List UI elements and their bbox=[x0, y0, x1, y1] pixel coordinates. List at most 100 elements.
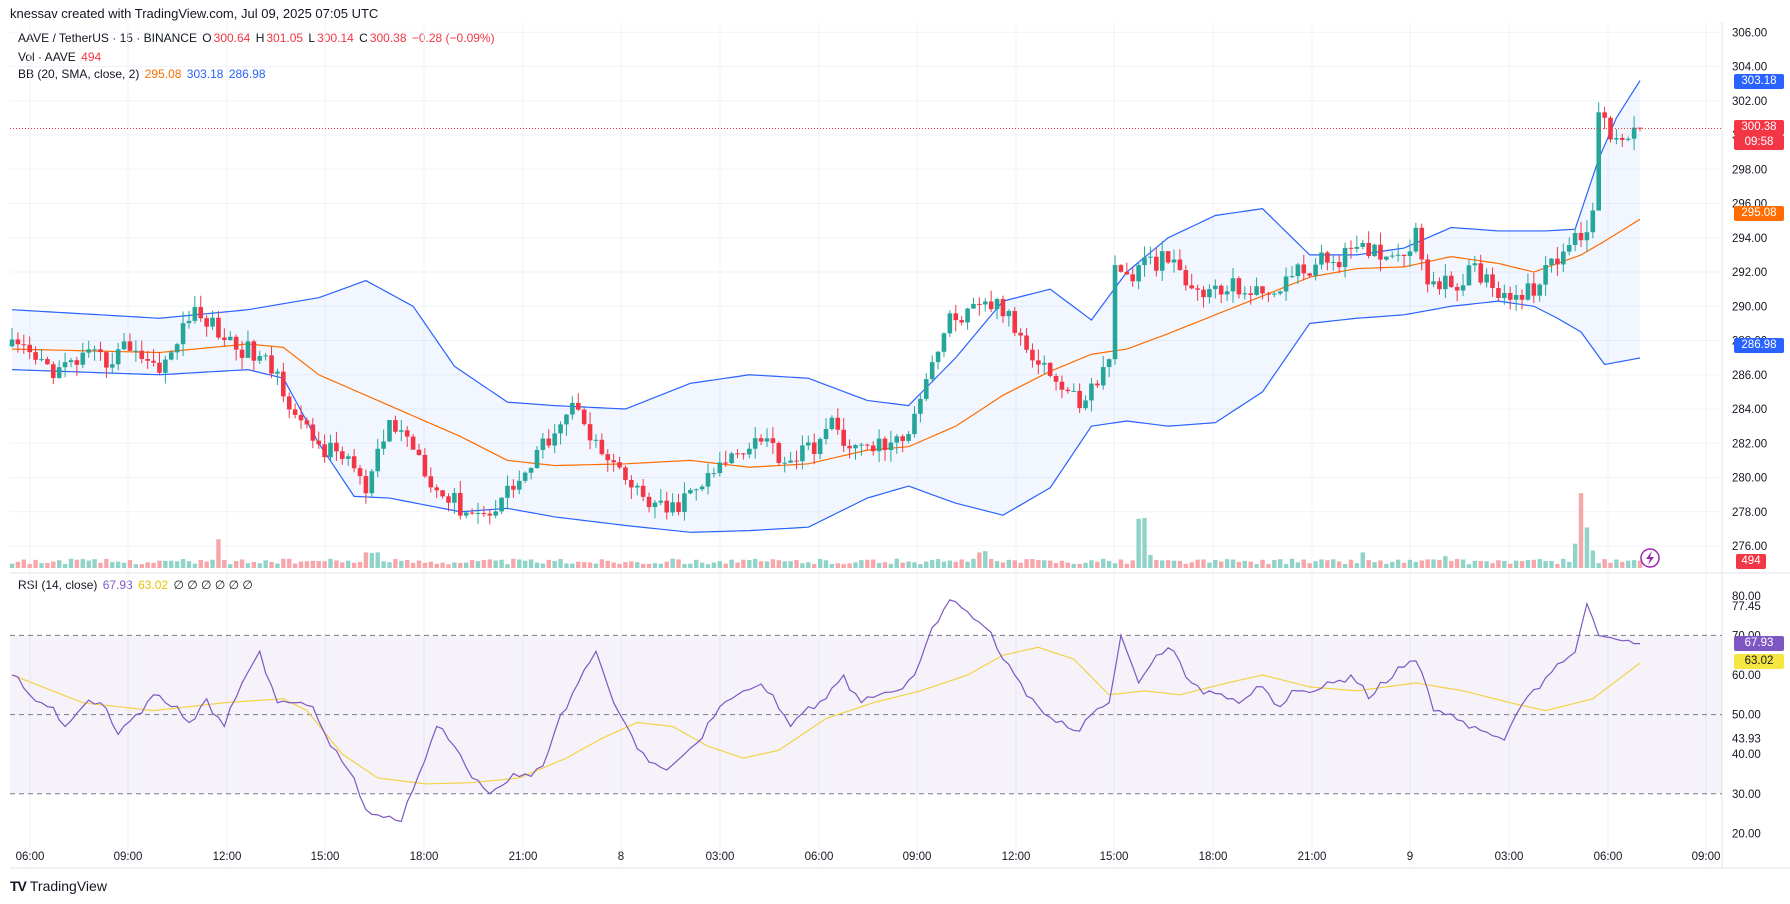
candle-body bbox=[157, 362, 162, 373]
candle-body bbox=[1065, 389, 1071, 392]
volume-bar bbox=[994, 561, 1000, 568]
candle-body bbox=[487, 513, 493, 516]
candle-body bbox=[1230, 278, 1236, 292]
volume-bar bbox=[1508, 563, 1513, 568]
candle-body bbox=[340, 451, 345, 459]
rsi-tick-label: 80.00 bbox=[1732, 591, 1761, 603]
volume-bar bbox=[346, 560, 351, 568]
volume-value: 494 bbox=[81, 50, 102, 64]
volume-bar bbox=[115, 561, 121, 568]
volume-bar bbox=[664, 561, 669, 568]
volume-bar bbox=[776, 560, 782, 568]
candle-body bbox=[1608, 117, 1613, 140]
volume-bar bbox=[169, 560, 174, 568]
volume-bar bbox=[1555, 563, 1560, 568]
candle-body bbox=[204, 318, 209, 327]
volume-bar bbox=[1000, 562, 1006, 568]
candle-body bbox=[623, 467, 628, 480]
candle-body bbox=[906, 434, 911, 441]
volume-bar bbox=[45, 562, 50, 568]
volume-bar bbox=[110, 561, 115, 568]
candle-body bbox=[941, 333, 947, 352]
volume-bar bbox=[1407, 559, 1413, 568]
candle-body bbox=[1519, 294, 1525, 300]
candle-body bbox=[977, 303, 982, 305]
candle-body bbox=[457, 492, 463, 516]
candle-body bbox=[516, 480, 522, 490]
candle-body bbox=[617, 462, 622, 468]
volume-bar bbox=[552, 560, 557, 568]
candle-body bbox=[245, 341, 251, 358]
rsi-ma-badge: 63.02 bbox=[1734, 654, 1784, 669]
rsi-tick-label: 60.00 bbox=[1732, 670, 1761, 682]
candle-body bbox=[1478, 263, 1484, 283]
volume-bar bbox=[1372, 562, 1377, 568]
candle-body bbox=[475, 513, 481, 515]
candle-body bbox=[994, 299, 1000, 310]
volume-bar bbox=[1160, 560, 1165, 568]
candle-body bbox=[570, 402, 575, 415]
candle-body bbox=[269, 355, 274, 374]
candle-body bbox=[634, 485, 640, 488]
volume-bar bbox=[558, 559, 563, 568]
price-tick-label: 276.00 bbox=[1732, 541, 1767, 553]
volume-bar bbox=[351, 562, 357, 568]
candle-body bbox=[357, 468, 363, 477]
volume-bar bbox=[1478, 560, 1483, 568]
volume-bar bbox=[475, 561, 481, 568]
volume-legend[interactable]: Vol · AAVE 494 bbox=[18, 50, 103, 64]
volume-badge: 494 bbox=[1736, 554, 1766, 569]
brand-label: TradingView bbox=[29, 878, 107, 894]
candle-body bbox=[1207, 289, 1212, 298]
time-tick-label: 09:00 bbox=[903, 851, 932, 863]
volume-bar bbox=[399, 560, 404, 568]
volume-bar bbox=[80, 559, 85, 568]
candle-body bbox=[286, 396, 292, 410]
volume-bar bbox=[21, 559, 26, 568]
candle-body bbox=[1024, 335, 1029, 350]
candle-body bbox=[947, 313, 953, 334]
volume-bar bbox=[1584, 527, 1590, 568]
volume-bar bbox=[1590, 550, 1596, 568]
candle-body bbox=[528, 468, 534, 473]
candle-body bbox=[1124, 271, 1130, 275]
candle-body bbox=[1142, 257, 1147, 266]
candle-body bbox=[481, 513, 487, 515]
volume-bar bbox=[428, 561, 433, 568]
volume-bar bbox=[853, 562, 858, 568]
volume-bar bbox=[269, 561, 274, 568]
candle-body bbox=[982, 301, 988, 305]
volume-bar bbox=[334, 560, 339, 568]
volume-bar bbox=[711, 562, 717, 568]
volume-bar bbox=[1118, 559, 1124, 568]
volume-bar bbox=[1165, 560, 1171, 568]
candle-body bbox=[522, 472, 528, 481]
candle-body bbox=[1171, 259, 1177, 263]
volume-bar bbox=[629, 561, 634, 568]
candle-body bbox=[1484, 274, 1489, 283]
volume-bar bbox=[151, 562, 156, 568]
candle-body bbox=[1596, 112, 1602, 211]
candle-body bbox=[682, 493, 687, 513]
tradingview-brand[interactable]: TV TradingView bbox=[10, 878, 107, 894]
time-tick-label: 12:00 bbox=[1002, 851, 1031, 863]
volume-bar bbox=[859, 560, 864, 568]
candle-body bbox=[1401, 254, 1407, 256]
rsi-extra-values: ∅ ∅ ∅ ∅ ∅ ∅ bbox=[173, 578, 253, 592]
close-value: 300.38 bbox=[369, 31, 407, 45]
bollinger-lower-value: 286.98 bbox=[228, 67, 266, 81]
volume-bar bbox=[1201, 559, 1206, 568]
rsi-legend[interactable]: RSI (14, close) 67.93 63.02 ∅ ∅ ∅ ∅ ∅ ∅ bbox=[18, 578, 255, 592]
volume-bar bbox=[86, 560, 91, 568]
candle-body bbox=[912, 413, 917, 435]
candle-body bbox=[1077, 390, 1082, 409]
volume-bar bbox=[1101, 558, 1106, 568]
volume-bar bbox=[440, 562, 445, 568]
volume-bar bbox=[1354, 563, 1360, 568]
candle-body bbox=[1566, 245, 1572, 252]
bollinger-legend[interactable]: BB (20, SMA, close, 2) 295.08 303.18 286… bbox=[18, 67, 268, 81]
candle-body bbox=[788, 460, 793, 463]
volume-bar bbox=[806, 562, 811, 568]
symbol-label[interactable]: AAVE / TetherUS · 15 · BINANCE bbox=[18, 31, 197, 45]
